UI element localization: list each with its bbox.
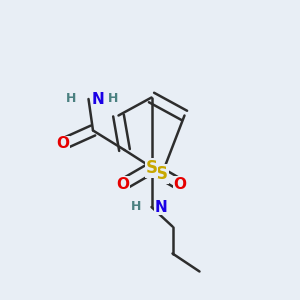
Text: O: O (116, 177, 130, 192)
Text: H: H (108, 92, 119, 106)
Text: O: O (56, 136, 70, 152)
Text: N: N (154, 200, 167, 214)
Text: H: H (66, 92, 76, 106)
Text: O: O (173, 177, 187, 192)
Text: S: S (156, 165, 168, 183)
Text: S: S (146, 159, 158, 177)
Text: N: N (92, 92, 104, 106)
Text: H: H (130, 200, 141, 214)
